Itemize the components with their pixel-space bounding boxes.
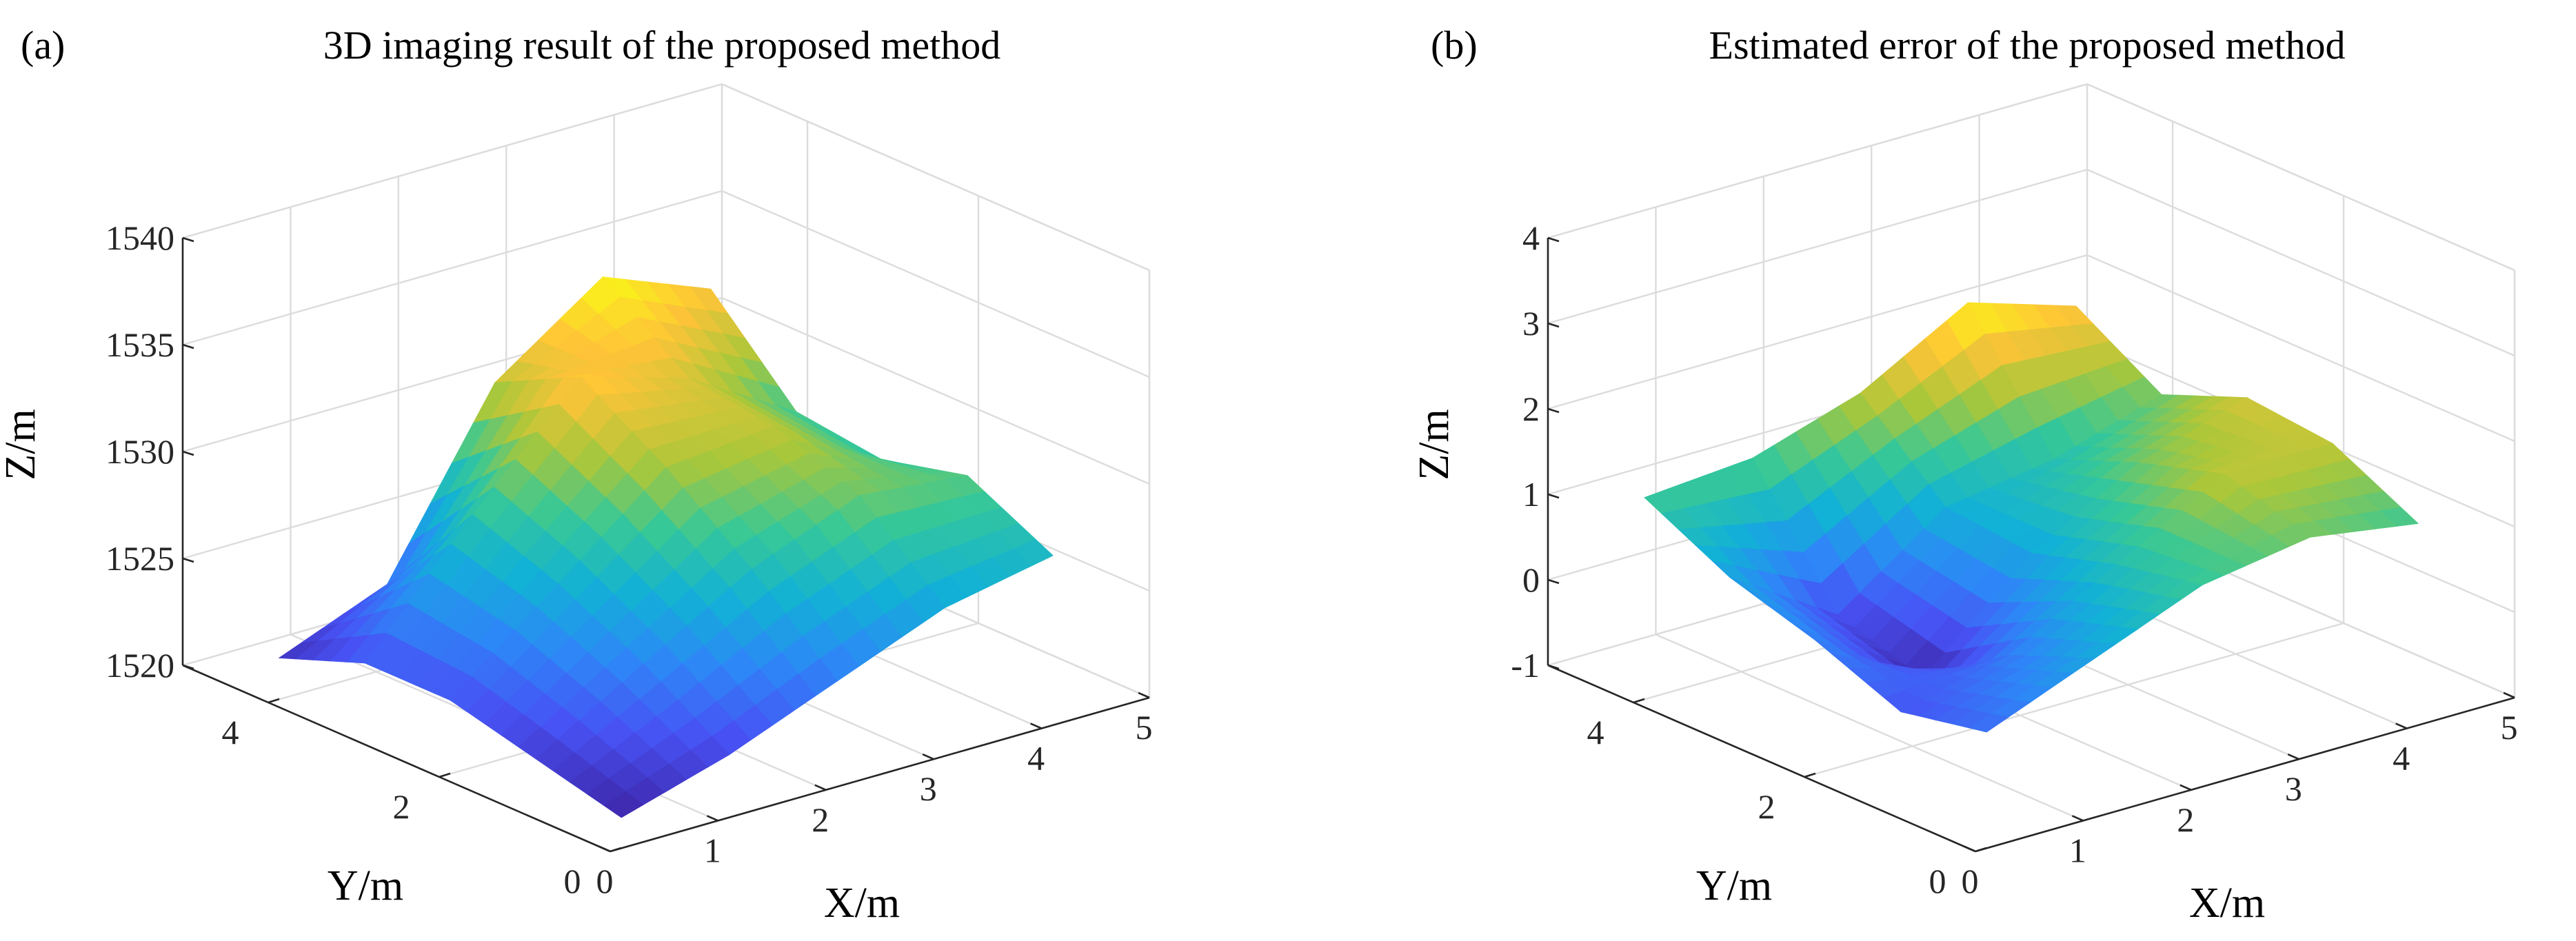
panel-b-z-tick — [1547, 236, 1560, 243]
panel-a-x-tick-label: 5 — [1136, 708, 1153, 747]
panel-b-y-axis-label: Y/m — [1696, 862, 1772, 909]
panel-b-surface-plot: (b) Estimated error of the proposed meth… — [1411, 23, 2518, 927]
panel-b-grid-line — [2086, 168, 2515, 357]
panel-b-grid-line — [1547, 254, 2088, 410]
panel-a-x-tick — [598, 845, 611, 853]
panel-b-box-edge — [2086, 83, 2515, 272]
panel-b-x-tick-label: 2 — [2177, 800, 2194, 839]
panel-b-x-tick — [2287, 753, 2300, 760]
panel-a-z-tick-label: 1520 — [105, 646, 174, 685]
panel-a-x-tick — [814, 784, 827, 791]
panel-b-y-tick-label: 0 — [1929, 862, 1946, 900]
panel-b-label: (b) — [1431, 23, 1478, 68]
panel-b-z-tick-label: 2 — [1522, 389, 1540, 428]
panel-a-surface — [278, 276, 1054, 818]
panel-a-z-axis-label: Z/m — [0, 409, 44, 480]
panel-a-x-tick-label: 0 — [596, 862, 614, 900]
panel-b-grid-line — [1804, 622, 2344, 778]
panel-b-y-tick — [1975, 847, 1987, 853]
panel-b-z-tick — [1547, 322, 1560, 328]
panel-b-y-tick — [1804, 772, 1816, 778]
panel-a-grid-line — [721, 190, 1150, 378]
panel-b-y-tick-label: 4 — [1587, 713, 1604, 751]
panel-b-z-tick — [1547, 407, 1560, 414]
panel-b-x-tick-label: 0 — [1962, 862, 1979, 900]
panel-a-surface-patch — [603, 791, 644, 818]
panel-b-grid-line — [1547, 168, 2088, 325]
panel-b-x-tick-label: 5 — [2501, 708, 2518, 747]
panel-b-x-tick — [1964, 845, 1976, 853]
panel-a-y-axis-label: Y/m — [328, 862, 403, 909]
panel-b-z-tick-label: 4 — [1522, 219, 1540, 257]
panel-b-x-axis — [1975, 696, 2515, 853]
panel-b-y-tick — [1633, 698, 1645, 704]
panel-a-z-tick — [182, 343, 194, 350]
panel-a-x-tick-label: 3 — [920, 769, 937, 808]
panel-a-z-tick — [182, 236, 194, 243]
panel-b-z-tick — [1547, 578, 1560, 585]
panel-b-x-axis-label: X/m — [2189, 880, 2265, 927]
panel-a-z-tick — [182, 450, 194, 456]
panel-b-y-axis — [1547, 664, 1976, 853]
panel-a-y-axis — [182, 664, 611, 853]
panel-a-x-tick — [1138, 691, 1150, 699]
panel-a-x-axis — [610, 696, 1150, 853]
panel-a-x-tick-label: 1 — [704, 831, 721, 869]
panel-b-x-tick-label: 3 — [2285, 769, 2302, 808]
panel-a-y-tick-label: 4 — [222, 713, 239, 751]
panel-b-box-edge — [1547, 83, 2088, 239]
panel-b-z-tick — [1547, 664, 1560, 670]
panel-b-z-tick — [1547, 493, 1560, 499]
panel-a-title: 3D imaging result of the proposed method — [323, 23, 1001, 68]
panel-b-z-tick-label: -1 — [1511, 646, 1540, 685]
panel-b-x-tick — [2180, 784, 2192, 791]
panel-a-z-tick-label: 1525 — [105, 539, 174, 578]
panel-a-y-tick — [268, 698, 280, 704]
panel-a-grid-line — [721, 296, 1150, 485]
panel-b-x-tick-label: 1 — [2069, 831, 2086, 869]
panel-a-z-tick — [182, 557, 194, 563]
panel-a-x-tick — [922, 753, 934, 760]
panel-b-z-tick-label: 3 — [1522, 304, 1540, 343]
panel-a-box-edge — [721, 83, 1150, 272]
panel-b-z-tick-label: 0 — [1522, 560, 1540, 599]
panel-b-y-tick-label: 2 — [1758, 787, 1775, 826]
panel-b-surface-patch — [1968, 713, 2010, 733]
panel-a-x-tick-label: 4 — [1027, 739, 1045, 778]
panel-b-grid-line — [2086, 254, 2515, 443]
panel-a-y-tick-label: 2 — [393, 787, 410, 826]
panel-a-box-edge — [182, 83, 723, 239]
panel-a-x-tick — [706, 815, 718, 822]
panel-a-x-axis-label: X/m — [824, 880, 900, 927]
panel-b-x-tick — [2395, 722, 2408, 729]
panel-b-x-tick — [2503, 691, 2515, 699]
panel-a-z-tick-label: 1530 — [105, 432, 174, 471]
panel-b-title: Estimated error of the proposed method — [1709, 23, 2346, 68]
panel-b-z-tick-label: 1 — [1522, 475, 1540, 514]
panel-a-z-tick-label: 1540 — [105, 219, 174, 257]
panel-b-z-axis-label: Z/m — [1411, 409, 1458, 480]
panel-a-y-tick-label: 0 — [564, 862, 581, 900]
panel-b-surface — [1644, 302, 2419, 733]
panel-b-x-tick — [2071, 815, 2084, 822]
panel-a-z-tick — [182, 664, 194, 670]
panel-a-label: (a) — [21, 23, 65, 68]
panel-a-y-tick — [610, 847, 622, 853]
panel-a-surface-plot: (a) 3D imaging result of the proposed me… — [0, 23, 1153, 927]
panel-b-x-tick-label: 4 — [2393, 739, 2410, 778]
panel-b-grid-line — [1655, 634, 2084, 822]
panel-a-x-tick-label: 2 — [812, 800, 829, 839]
panel-a-grid-line — [182, 190, 723, 346]
panel-a-z-tick-label: 1535 — [105, 325, 174, 364]
panel-a-y-tick — [439, 772, 451, 778]
panel-a-x-tick — [1030, 722, 1043, 729]
